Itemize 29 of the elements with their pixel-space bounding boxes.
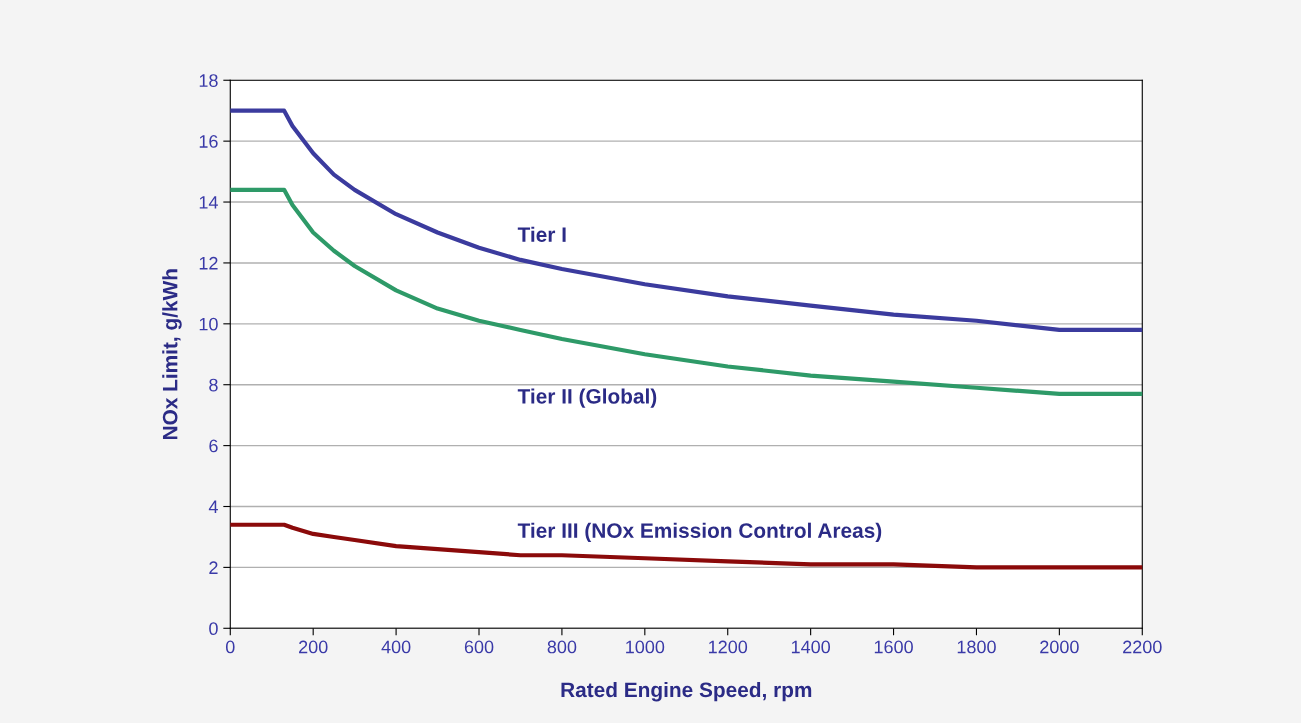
y-axis-title: NOx Limit, g/kWh [162, 269, 182, 440]
y-tick-label: 16 [199, 135, 218, 148]
line-series [230, 522, 1143, 570]
x-tick-label: 200 [299, 640, 328, 654]
y-tick-label: 10 [199, 317, 218, 331]
x-axis-title: Rated Engine Speed, rpm [561, 681, 812, 702]
x-tick-label: 1400 [791, 640, 831, 654]
y-tick-label: 6 [209, 439, 218, 453]
x-tick-label: 1000 [626, 640, 665, 654]
x-tick-label: 400 [381, 640, 411, 654]
y-tick-label: 4 [208, 500, 218, 514]
x-tick-label: 1600 [874, 640, 913, 654]
series-label: Tier I [517, 226, 566, 243]
y-tick-label: 18 [199, 74, 218, 87]
x-tick-label: 600 [464, 640, 494, 654]
series-label: Tier II (Global) [517, 388, 657, 408]
line-series [230, 108, 1143, 332]
x-tick-label: 2200 [1123, 640, 1162, 654]
x-tick-label: 0 [225, 640, 235, 654]
x-tick-label: 800 [547, 640, 577, 654]
y-tick-label: 14 [199, 196, 218, 209]
x-tick-label: 1800 [957, 640, 996, 654]
y-tick-label: 12 [199, 256, 218, 270]
series-label: Tier III (NOx Emission Control Areas) [517, 522, 882, 543]
x-tick-label: 1200 [709, 640, 748, 654]
y-tick-label: 2 [209, 561, 218, 574]
y-tick-label: 8 [209, 378, 218, 392]
x-tick-label: 2000 [1040, 640, 1079, 654]
y-tick-label: 0 [209, 622, 218, 636]
